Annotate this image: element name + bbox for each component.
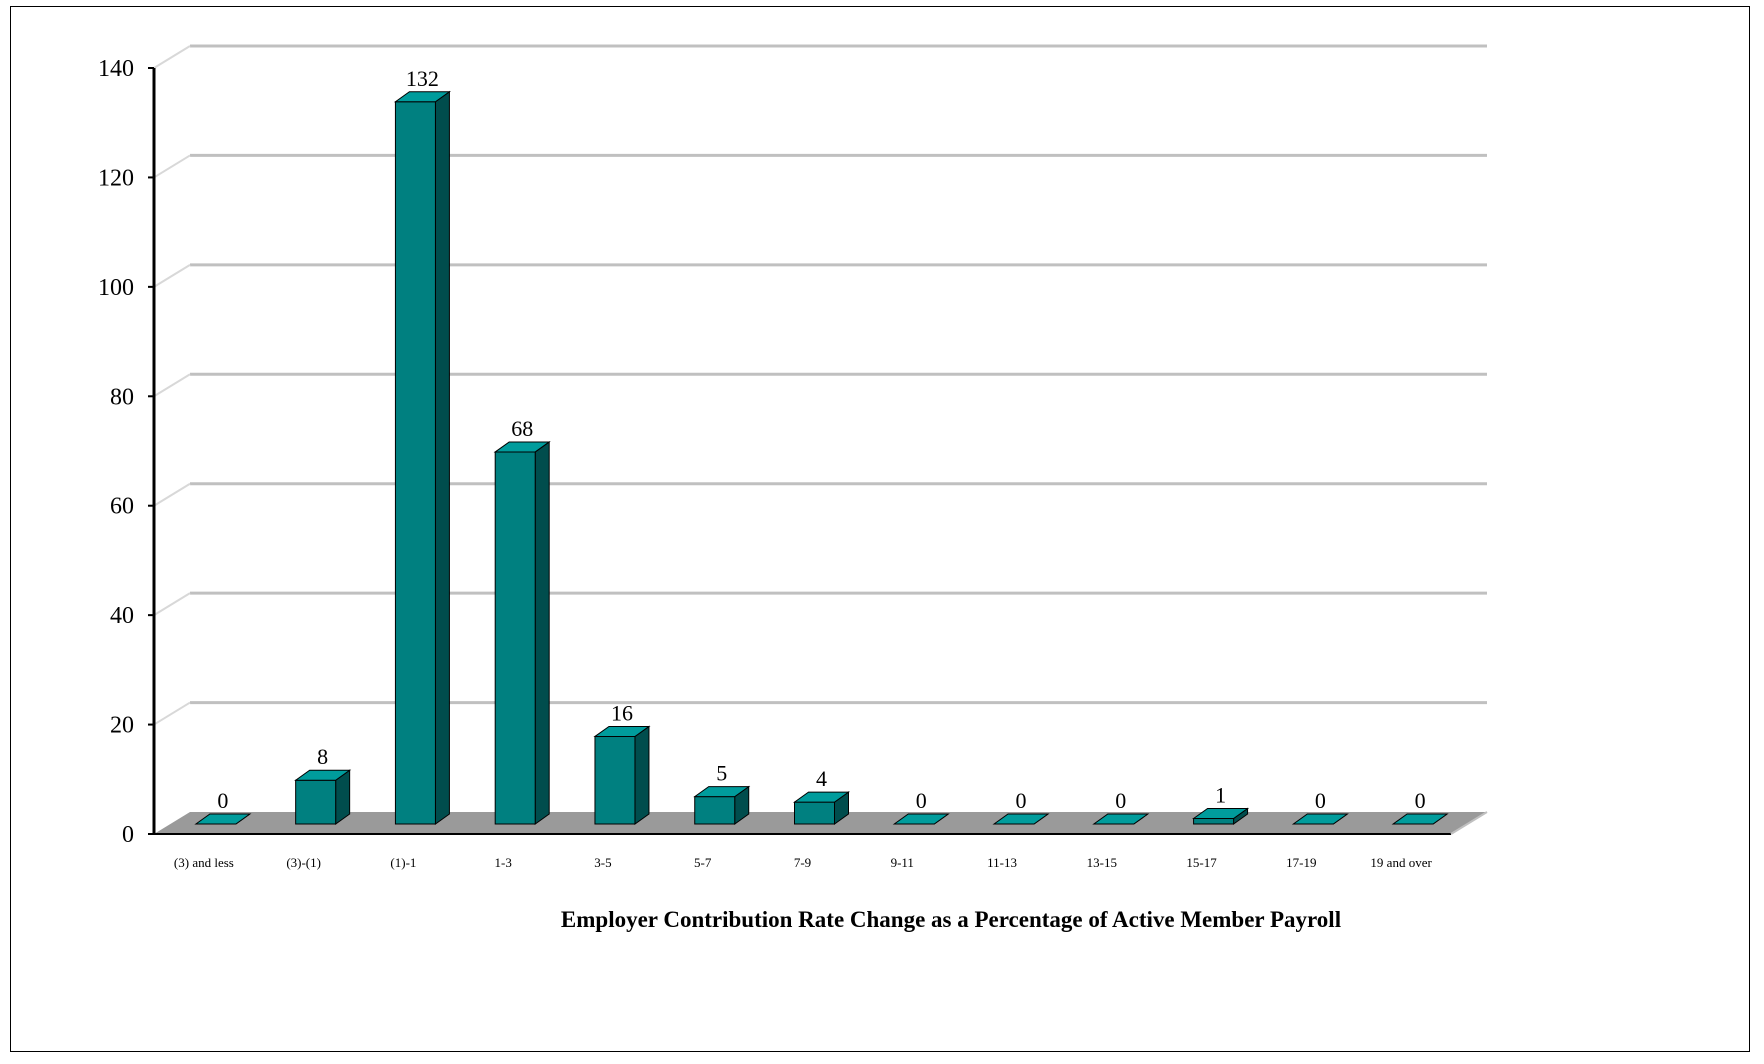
data-label: 0 — [1315, 788, 1326, 813]
wall-gridline — [153, 264, 191, 288]
y-tick-label: 0 — [122, 822, 134, 848]
bar-front — [694, 796, 736, 825]
data-label: 1 — [1215, 783, 1226, 808]
x-tick-label: (1)-1 — [390, 855, 416, 870]
bar-top — [194, 813, 252, 825]
bar-(1)-1 — [393, 90, 451, 825]
bar-top — [992, 813, 1050, 825]
bar-top — [693, 786, 751, 798]
data-label: 132 — [406, 66, 439, 91]
x-tick-label: 5-7 — [694, 855, 712, 870]
bar-(3)-(1) — [294, 769, 352, 825]
floor-edge — [1450, 811, 1488, 835]
bar-top — [1192, 808, 1250, 820]
bar-front — [794, 801, 835, 825]
y-tick-label: 20 — [110, 713, 134, 739]
bar-1-3 — [493, 440, 551, 825]
bar-15-17 — [1192, 807, 1250, 825]
bar-13-15 — [1092, 813, 1150, 825]
gridlines — [153, 44, 1487, 726]
x-tick-label: (3) and less — [174, 855, 234, 870]
bar-side — [534, 440, 550, 825]
x-tick-label: (3)-(1) — [286, 855, 321, 870]
data-label: 0 — [1016, 788, 1027, 813]
data-label: 4 — [816, 766, 827, 791]
bar-front — [494, 451, 536, 825]
bar-top — [393, 91, 451, 103]
data-label: 0 — [916, 788, 927, 813]
wall-gridline — [153, 373, 191, 398]
bar-front — [394, 101, 436, 825]
wall-gridline — [153, 482, 191, 507]
x-tick-label: 19 and over — [1370, 855, 1432, 870]
y-tick-label: 80 — [110, 384, 134, 410]
bar-9-11 — [892, 813, 950, 825]
bar-11-13 — [992, 813, 1050, 825]
y-tick-label: 140 — [98, 56, 134, 82]
bar-top — [294, 769, 352, 781]
x-tick-label: 11-13 — [987, 855, 1017, 870]
bar-top — [493, 441, 551, 453]
x-tick-label: 17-19 — [1286, 855, 1316, 870]
chart-frame: 0 20 40 60 80 100 120 140 0 (3) and less 8 (3)-(1) 1… — [10, 6, 1750, 1052]
x-axis-title: Employer Contribution Rate Change as a P… — [561, 907, 1341, 932]
data-label: 0 — [1415, 788, 1426, 813]
bar-front — [594, 735, 636, 825]
bars — [194, 90, 1449, 825]
data-label: 0 — [217, 788, 228, 813]
y-tick-label: 60 — [110, 494, 134, 520]
wall-gridline — [153, 592, 191, 616]
x-tick-label: 3-5 — [594, 855, 611, 870]
data-label: 8 — [317, 744, 328, 769]
bar-top — [593, 725, 651, 737]
x-tick-label: 13-15 — [1087, 855, 1117, 870]
bar-5-7 — [693, 785, 751, 825]
data-label: 16 — [611, 700, 633, 725]
data-label: 68 — [511, 416, 533, 441]
bar-side — [634, 725, 650, 825]
data-label: 0 — [1115, 788, 1126, 813]
bar-front — [1193, 818, 1235, 825]
y-tick-label: 100 — [98, 275, 134, 301]
bar-top — [792, 791, 851, 803]
bar-top — [892, 813, 950, 825]
x-tick-label: 15-17 — [1186, 855, 1217, 870]
bar-19 and over — [1391, 813, 1449, 825]
y-tick-label: 40 — [110, 603, 134, 629]
x-tick-label: 7-9 — [794, 855, 811, 870]
wall-gridline — [153, 701, 191, 726]
wall-gridline — [153, 154, 191, 179]
bar-7-9 — [792, 791, 851, 825]
x-tick-label: 9-11 — [891, 855, 914, 870]
bar-front — [295, 779, 337, 825]
bar-(3) and less — [194, 813, 252, 825]
bar-side — [434, 90, 450, 825]
x-tick-label: 1-3 — [495, 855, 512, 870]
bar-top — [1291, 813, 1349, 825]
y-axis — [148, 67, 156, 835]
wall-gridline — [153, 45, 191, 69]
bar-top — [1092, 813, 1150, 825]
data-label: 5 — [716, 761, 727, 786]
bar-17-19 — [1291, 813, 1349, 825]
bar-3-5 — [593, 725, 651, 825]
bar-top — [1391, 813, 1449, 825]
y-tick-label: 120 — [98, 165, 134, 191]
